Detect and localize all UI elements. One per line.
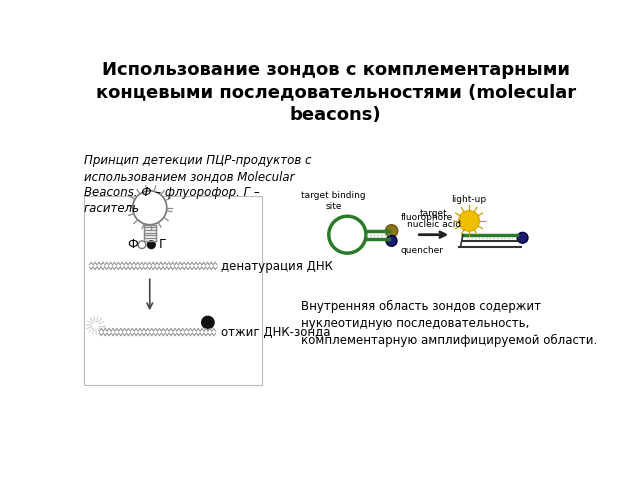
Circle shape (385, 225, 397, 237)
Text: денатурация ДНК: денатурация ДНК (221, 260, 333, 273)
Circle shape (147, 240, 156, 249)
Bar (84, 196, 262, 385)
Circle shape (517, 232, 528, 243)
Circle shape (459, 211, 479, 231)
Circle shape (202, 316, 214, 329)
Text: Ф: Ф (127, 238, 138, 251)
Text: Принцип детекции ПЦР-продуктов с
использованием зондов Molecular
Beacons. Ф – фл: Принцип детекции ПЦР-продуктов с использ… (84, 154, 312, 215)
Circle shape (138, 241, 146, 249)
Text: Г: Г (158, 238, 166, 251)
Circle shape (386, 236, 397, 246)
Text: отжиг ДНК-зонда: отжиг ДНК-зонда (221, 326, 330, 339)
Text: target
nucleic acid: target nucleic acid (407, 209, 461, 228)
Text: target binding
site: target binding site (301, 191, 365, 211)
Text: light-up: light-up (451, 195, 486, 204)
Text: Внутренняя область зондов содержит
нуклеотидную последовательность,
комплементар: Внутренняя область зондов содержит нукле… (301, 300, 597, 348)
Circle shape (329, 216, 366, 253)
Text: Использование зондов с комплементарными
концевыми последовательностями (molecula: Использование зондов с комплементарными … (96, 61, 576, 124)
Text: fluorophore: fluorophore (401, 213, 453, 222)
Circle shape (132, 191, 167, 225)
Text: quencher: quencher (401, 246, 444, 254)
